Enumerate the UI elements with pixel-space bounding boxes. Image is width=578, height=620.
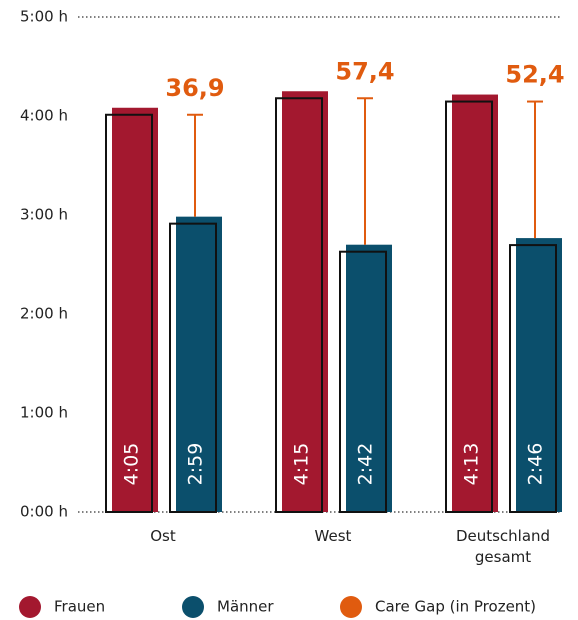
legend-label: Care Gap (in Prozent) [375,598,536,616]
bar [282,91,328,512]
bar-value-label: 4:15 [291,443,313,486]
y-tick-label: 5:00 h [20,8,68,26]
bar-value-label: 2:46 [525,443,547,486]
bar-outline [275,97,323,513]
bar [516,238,562,513]
bar-outline [105,113,153,514]
y-tick-label: 2:00 h [20,305,68,323]
care-gap-label: 57,4 [335,57,394,85]
bar [346,244,392,512]
bar-value-label: 2:59 [185,443,207,486]
care-gap-label: 52,4 [505,61,564,89]
bar-value-label: 4:05 [121,443,143,486]
y-tick-label: 1:00 h [20,404,68,422]
care-gap-label: 36,9 [165,74,224,102]
y-tick-label: 3:00 h [20,206,68,224]
bar-outline [445,100,493,514]
x-tick-label: West [314,527,352,545]
bar-value-label: 4:13 [461,443,483,486]
bar-outline [339,250,387,513]
x-tick-label: Deutschland gesamt [455,527,551,566]
legend-swatch [182,596,204,618]
bar [112,107,158,513]
x-tick-label: Ost [150,527,176,545]
bar-outline [509,244,557,513]
legend-label: Frauen [54,598,105,616]
y-tick-label: 0:00 h [20,503,68,521]
legend-swatch [340,596,362,618]
bar [176,216,222,512]
bar [452,94,498,513]
legend-swatch [19,596,41,618]
y-tick-label: 4:00 h [20,107,68,125]
bar-value-label: 2:42 [355,443,377,486]
bar-outline [169,222,217,514]
legend-label: Männer [217,598,274,616]
